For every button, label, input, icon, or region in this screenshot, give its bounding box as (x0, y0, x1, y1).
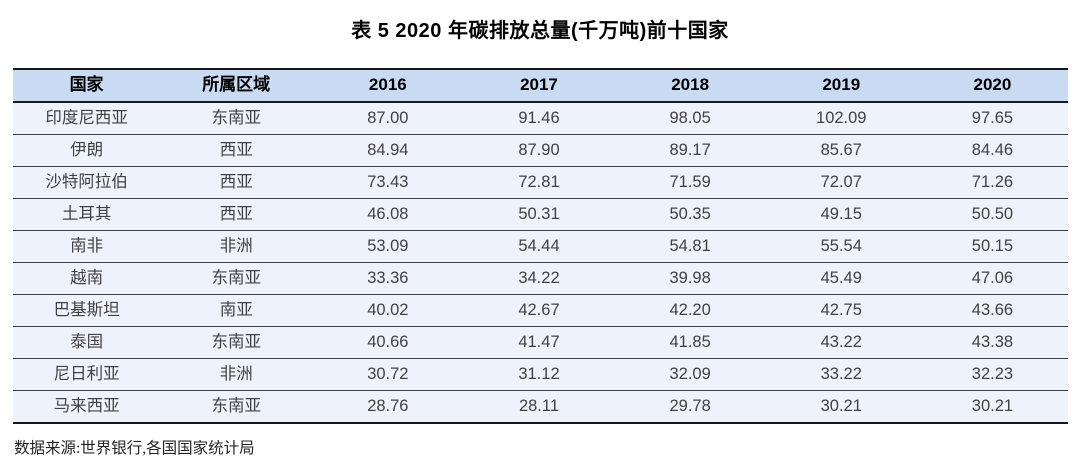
value-cell-2019: 102.09 (765, 102, 917, 135)
country-cell: 南非 (13, 230, 161, 263)
country-cell: 印度尼西亚 (13, 102, 161, 135)
value-cell-2018: 54.81 (614, 230, 766, 263)
value-cell-2017: 28.11 (463, 390, 615, 423)
value-cell-2017: 91.46 (463, 102, 615, 135)
table-row: 沙特阿拉伯 西亚 73.43 72.81 71.59 72.07 71.26 (13, 166, 1068, 199)
value-cell-2018: 32.09 (614, 358, 766, 391)
column-header-2017: 2017 (463, 69, 615, 103)
value-cell-2018: 89.17 (614, 134, 766, 167)
value-cell-2018: 98.05 (614, 102, 766, 135)
column-header-2019: 2019 (765, 69, 917, 103)
value-cell-2020: 43.66 (916, 294, 1068, 327)
value-cell-2017: 72.81 (463, 166, 615, 199)
value-cell-2020: 30.21 (916, 390, 1068, 423)
region-cell: 西亚 (160, 198, 313, 231)
value-cell-2019: 72.07 (765, 166, 917, 199)
value-cell-2019: 30.21 (765, 390, 917, 423)
value-cell-2017: 41.47 (463, 326, 615, 359)
report-page: 表 5 2020 年碳排放总量(千万吨)前十国家 国家 所属区域 2016 20… (0, 18, 1080, 472)
value-cell-2020: 71.26 (916, 166, 1068, 199)
value-cell-2016: 84.94 (312, 134, 464, 167)
table-row: 越南 东南亚 33.36 34.22 39.98 45.49 47.06 (13, 262, 1068, 295)
region-cell: 非洲 (160, 230, 313, 263)
value-cell-2016: 40.66 (312, 326, 464, 359)
value-cell-2016: 30.72 (312, 358, 464, 391)
region-cell: 东南亚 (160, 262, 313, 295)
country-cell: 伊朗 (13, 134, 161, 167)
table-container: 国家 所属区域 2016 2017 2018 2019 2020 印度尼西亚 东南… (13, 68, 1068, 424)
value-cell-2017: 31.12 (463, 358, 615, 391)
value-cell-2018: 50.35 (614, 198, 766, 231)
column-header-2020: 2020 (916, 69, 1068, 103)
table-row: 马来西亚 东南亚 28.76 28.11 29.78 30.21 30.21 (13, 390, 1068, 423)
value-cell-2016: 28.76 (312, 390, 464, 423)
value-cell-2020: 50.15 (916, 230, 1068, 263)
value-cell-2019: 49.15 (765, 198, 917, 231)
value-cell-2020: 84.46 (916, 134, 1068, 167)
value-cell-2016: 33.36 (312, 262, 464, 295)
value-cell-2016: 40.02 (312, 294, 464, 327)
region-cell: 东南亚 (160, 326, 313, 359)
country-cell: 巴基斯坦 (13, 294, 161, 327)
region-cell: 东南亚 (160, 390, 313, 423)
value-cell-2017: 87.90 (463, 134, 615, 167)
table-caption: 表 5 2020 年碳排放总量(千万吨)前十国家 (351, 20, 729, 42)
value-cell-2018: 39.98 (614, 262, 766, 295)
value-cell-2019: 85.67 (765, 134, 917, 167)
value-cell-2016: 73.43 (312, 166, 464, 199)
value-cell-2017: 50.31 (463, 198, 615, 231)
value-cell-2017: 42.67 (463, 294, 615, 327)
value-cell-2020: 47.06 (916, 262, 1068, 295)
value-cell-2020: 97.65 (916, 102, 1068, 135)
value-cell-2019: 55.54 (765, 230, 917, 263)
value-cell-2019: 43.22 (765, 326, 917, 359)
column-header-2016: 2016 (312, 69, 464, 103)
value-cell-2020: 43.38 (916, 326, 1068, 359)
region-cell: 东南亚 (160, 102, 313, 135)
value-cell-2019: 45.49 (765, 262, 917, 295)
value-cell-2017: 54.44 (463, 230, 615, 263)
table-header-row: 国家 所属区域 2016 2017 2018 2019 2020 (13, 69, 1068, 103)
column-header-region: 所属区域 (160, 69, 313, 103)
region-cell: 西亚 (160, 166, 313, 199)
country-cell: 马来西亚 (13, 390, 161, 423)
country-cell: 沙特阿拉伯 (13, 166, 161, 199)
table-row: 南非 非洲 53.09 54.44 54.81 55.54 50.15 (13, 230, 1068, 263)
column-header-2018: 2018 (614, 69, 766, 103)
value-cell-2017: 34.22 (463, 262, 615, 295)
value-cell-2018: 42.20 (614, 294, 766, 327)
value-cell-2016: 87.00 (312, 102, 464, 135)
value-cell-2016: 53.09 (312, 230, 464, 263)
table-row: 泰国 东南亚 40.66 41.47 41.85 43.22 43.38 (13, 326, 1068, 359)
table-body: 印度尼西亚 东南亚 87.00 91.46 98.05 102.09 97.65 伊朗 西亚 84… (13, 102, 1068, 423)
table-row: 尼日利亚 非洲 30.72 31.12 32.09 33.22 32.23 (13, 358, 1068, 391)
table-row: 伊朗 西亚 84.94 87.90 89.17 85.67 84.46 (13, 134, 1068, 167)
value-cell-2018: 71.59 (614, 166, 766, 199)
region-cell: 西亚 (160, 134, 313, 167)
value-cell-2020: 50.50 (916, 198, 1068, 231)
value-cell-2018: 29.78 (614, 390, 766, 423)
value-cell-2016: 46.08 (312, 198, 464, 231)
data-source-note: 数据来源:世界银行,各国国家统计局 (14, 440, 255, 457)
value-cell-2019: 33.22 (765, 358, 917, 391)
table-row: 印度尼西亚 东南亚 87.00 91.46 98.05 102.09 97.65 (13, 102, 1068, 135)
value-cell-2018: 41.85 (614, 326, 766, 359)
region-cell: 南亚 (160, 294, 313, 327)
country-cell: 尼日利亚 (13, 358, 161, 391)
emissions-table: 国家 所属区域 2016 2017 2018 2019 2020 印度尼西亚 东南… (13, 68, 1068, 424)
country-cell: 泰国 (13, 326, 161, 359)
region-cell: 非洲 (160, 358, 313, 391)
country-cell: 土耳其 (13, 198, 161, 231)
table-row: 巴基斯坦 南亚 40.02 42.67 42.20 42.75 43.66 (13, 294, 1068, 327)
column-header-country: 国家 (13, 69, 161, 103)
value-cell-2020: 32.23 (916, 358, 1068, 391)
table-row: 土耳其 西亚 46.08 50.31 50.35 49.15 50.50 (13, 198, 1068, 231)
value-cell-2019: 42.75 (765, 294, 917, 327)
country-cell: 越南 (13, 262, 161, 295)
